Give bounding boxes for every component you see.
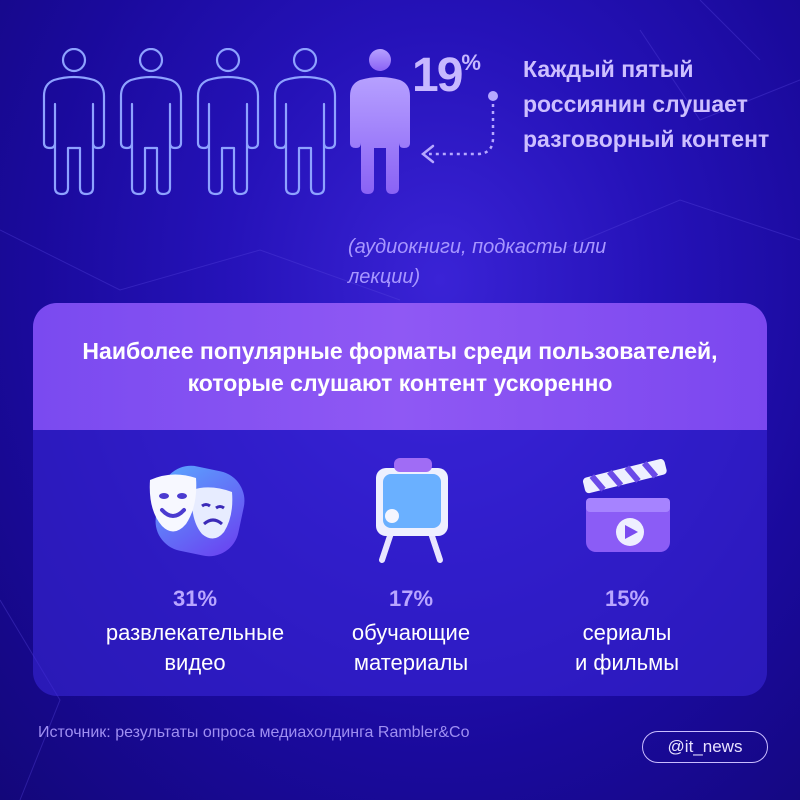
stat-headline: Каждый пятый россиянин слушает разговорн… bbox=[523, 56, 770, 152]
format-label: сериалы и фильмы bbox=[574, 620, 680, 675]
presentation-board-icon bbox=[376, 458, 448, 563]
formats-list: 31% развлекательные видео 17% обучающие … bbox=[33, 430, 767, 696]
channel-handle-badge[interactable]: @it_news bbox=[642, 731, 768, 763]
theater-masks-icon bbox=[149, 465, 245, 557]
person-outline-icon bbox=[42, 48, 106, 196]
stat-percent: 19% bbox=[412, 48, 481, 103]
dotted-arrow-icon bbox=[420, 91, 498, 164]
format-label: обучающие материалы bbox=[351, 620, 471, 675]
stat-percent-sign: % bbox=[461, 50, 481, 75]
format-percent: 15% bbox=[604, 586, 650, 611]
format-item-series-films: 15% сериалы и фильмы bbox=[507, 454, 747, 678]
stat-percent-value: 19 bbox=[412, 49, 463, 102]
format-item-entertainment: 31% развлекательные видео bbox=[75, 454, 315, 678]
panel-header: Наиболее популярные форматы среди пользо… bbox=[33, 303, 767, 430]
format-percent: 17% bbox=[388, 586, 434, 611]
format-label: развлекательные видео bbox=[105, 620, 285, 675]
people-figures bbox=[42, 48, 410, 196]
person-outline-icon bbox=[119, 48, 183, 196]
clapperboard-icon bbox=[582, 459, 670, 552]
formats-panel: Наиболее популярные форматы среди пользо… bbox=[33, 303, 767, 696]
person-highlighted-icon bbox=[350, 49, 410, 194]
format-percent: 31% bbox=[172, 586, 218, 611]
person-outline-icon bbox=[196, 48, 260, 196]
stat-note: (аудиокниги, подкасты или лекции) bbox=[348, 236, 607, 288]
source-note: Источник: результаты опроса медиахолдинг… bbox=[38, 724, 470, 741]
person-outline-icon bbox=[273, 48, 337, 196]
panel-title: Наиболее популярные форматы среди пользо… bbox=[82, 337, 718, 396]
format-item-education: 17% обучающие материалы bbox=[291, 454, 531, 678]
